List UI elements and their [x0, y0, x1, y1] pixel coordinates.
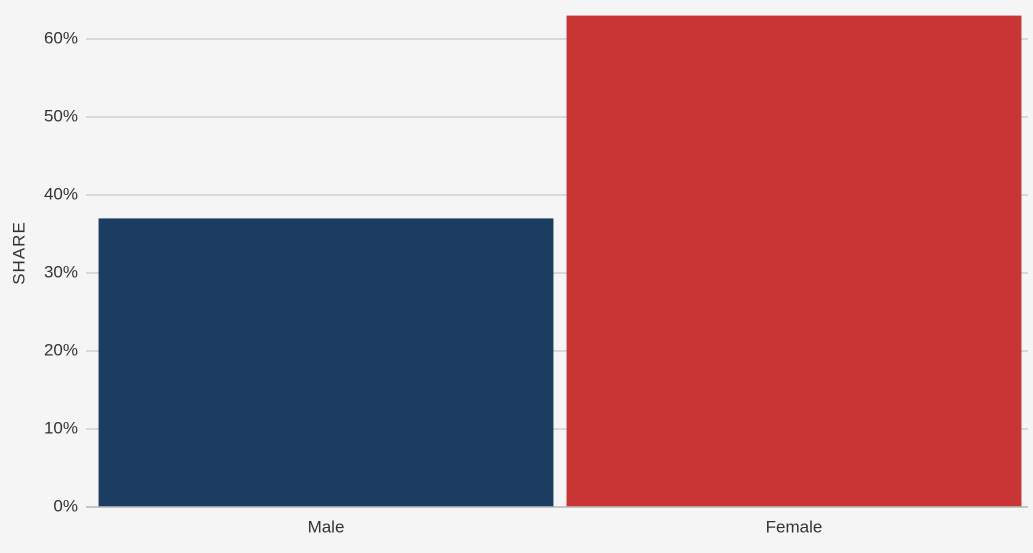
bar	[566, 15, 1022, 507]
bar	[98, 218, 554, 507]
y-tick-label: 30%	[44, 262, 78, 281]
y-tick-label: 50%	[44, 106, 78, 125]
x-tick-label: Female	[766, 517, 823, 536]
x-tick-label: Male	[308, 517, 345, 536]
y-tick-label: 40%	[44, 184, 78, 203]
y-tick-label: 20%	[44, 340, 78, 359]
y-tick-label: 10%	[44, 418, 78, 437]
y-axis-label: SHARE	[9, 221, 28, 285]
y-tick-label: 0%	[53, 496, 78, 515]
y-tick-label: 60%	[44, 28, 78, 47]
